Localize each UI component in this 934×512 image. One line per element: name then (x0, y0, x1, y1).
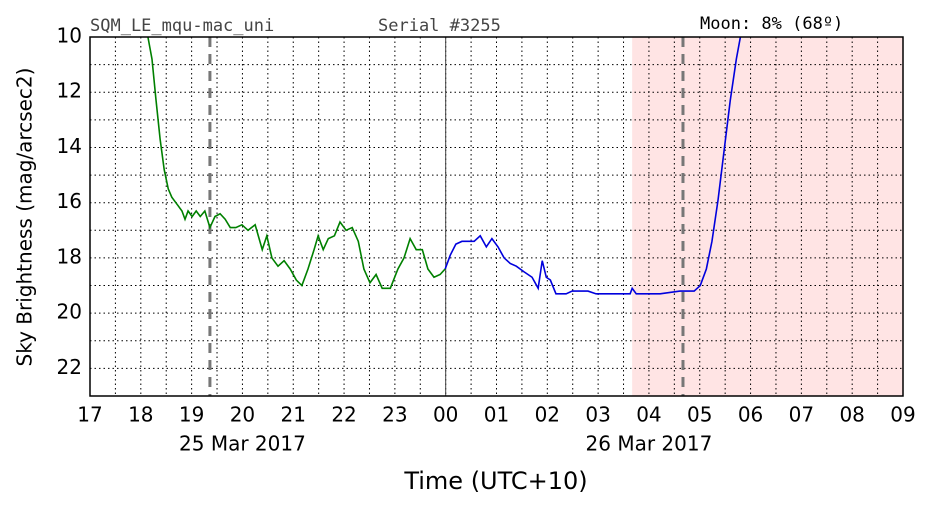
shaded-region (632, 37, 903, 396)
y-tick-label: 14 (57, 134, 82, 158)
y-tick-label: 16 (57, 189, 82, 213)
data-line (147, 37, 446, 290)
y-tick-label: 22 (57, 355, 82, 379)
y-tick-label: 12 (57, 79, 82, 103)
x-tick-label: 09 (890, 403, 915, 427)
y-tick-label: 20 (57, 300, 82, 324)
x-tick-label: 05 (687, 403, 712, 427)
x-tick-label: 04 (636, 403, 661, 427)
data-line (444, 37, 742, 295)
y-axis-label: Sky Brightness (mag/arcsec2) (13, 68, 37, 367)
x-tick-label: 20 (230, 403, 255, 427)
header-left: SQM_LE_mqu-mac_uni (90, 16, 274, 36)
date-label: 25 Mar 2017 (179, 432, 306, 456)
date-label: 26 Mar 2017 (586, 432, 713, 456)
x-tick-label: 03 (585, 403, 610, 427)
plot-frame (89, 36, 904, 397)
header-mid: Serial #3255 (378, 16, 501, 36)
x-tick-label: 17 (77, 403, 102, 427)
x-tick-label: 22 (331, 403, 356, 427)
x-tick-label: 07 (789, 403, 814, 427)
x-tick-label: 01 (484, 403, 509, 427)
x-tick-label: 19 (179, 403, 204, 427)
x-tick-label: 06 (738, 403, 763, 427)
x-tick-label: 02 (535, 403, 560, 427)
header-right: Moon: 8% (68º) (700, 14, 843, 34)
x-tick-label: 23 (382, 403, 407, 427)
x-tick-label: 00 (433, 403, 458, 427)
x-axis-label: Time (UTC+10) (403, 467, 587, 495)
y-tick-label: 10 (57, 24, 82, 48)
x-tick-label: 18 (128, 403, 153, 427)
y-tick-label: 18 (57, 244, 82, 268)
x-tick-label: 08 (839, 403, 864, 427)
x-tick-label: 21 (281, 403, 306, 427)
